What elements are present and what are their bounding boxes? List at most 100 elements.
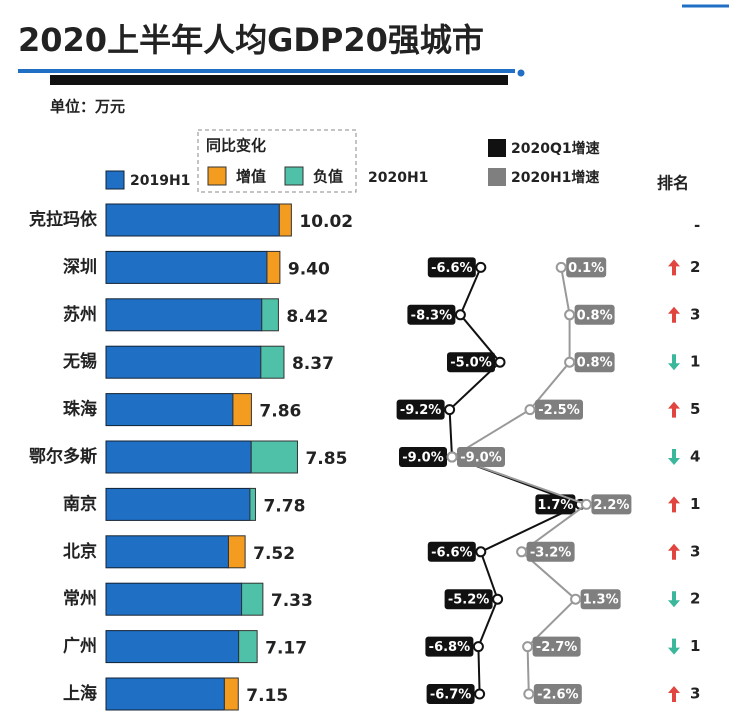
growth-label-box — [427, 541, 476, 562]
rank-label: 5 — [690, 400, 700, 418]
growth-label: 1.7% — [537, 498, 573, 513]
legend-label: 2020H1增速 — [511, 169, 599, 186]
change-bar — [227, 535, 246, 569]
growth-label-box — [427, 257, 476, 278]
rank-label: 2 — [690, 258, 700, 276]
growth-label-box — [407, 304, 456, 325]
growth-point — [555, 261, 567, 273]
growth-label: -2.7% — [536, 640, 577, 655]
growth-point — [523, 688, 535, 700]
growth-label-box — [535, 399, 583, 420]
category-label: 南京 — [63, 493, 97, 514]
growth-label-box — [457, 447, 505, 467]
growth-point — [475, 261, 487, 273]
rank-arrow — [668, 496, 680, 513]
growth-label: 0.8% — [577, 356, 613, 371]
growth-label: -6.8% — [429, 640, 470, 655]
growth-label: 0.1% — [568, 261, 604, 276]
growth-label-box — [574, 304, 615, 325]
growth-label: -6.7% — [430, 688, 471, 703]
legend-swatch — [284, 166, 304, 186]
growth-label: -2.5% — [538, 403, 579, 418]
change-bar — [260, 345, 285, 379]
change-bar — [223, 677, 239, 711]
growth-point — [472, 641, 484, 653]
bar — [105, 250, 268, 284]
bar — [105, 393, 234, 427]
rank-arrow — [668, 259, 680, 276]
category-label: 常州 — [63, 588, 97, 609]
rank-label: 4 — [690, 448, 700, 466]
growth-label: -9.2% — [400, 403, 441, 418]
rank-label: 3 — [690, 685, 700, 703]
rank-arrow — [668, 449, 680, 465]
legend-label: 2020H1 — [368, 170, 428, 186]
value-label: 7.17 — [265, 639, 307, 659]
title-dot — [517, 69, 525, 77]
growth-point — [580, 498, 592, 510]
growth-point — [564, 356, 576, 368]
growth-label: -8.3% — [411, 308, 452, 323]
legend-swatch — [207, 166, 227, 186]
bar — [105, 535, 229, 569]
growth-point — [475, 546, 487, 558]
growth-label: 0.8% — [577, 308, 613, 323]
change-bar — [238, 630, 258, 664]
value-label: 7.15 — [246, 686, 288, 706]
growth-label: 2.2% — [593, 498, 629, 513]
value-label: 7.85 — [305, 449, 347, 469]
growth-label: -3.2% — [530, 545, 571, 560]
rank-label: 3 — [690, 305, 700, 323]
growth-point — [454, 309, 466, 321]
growth-line — [449, 267, 589, 695]
chart-title: 2020上半年人均GDP20强城市 — [18, 21, 484, 59]
legend-swatch — [488, 168, 506, 186]
value-label: 7.52 — [253, 544, 295, 564]
growth-label-box — [533, 684, 582, 704]
change-bar — [278, 203, 292, 237]
legend-label: 2019H1 — [130, 173, 190, 189]
growth-label: -2.6% — [537, 688, 578, 703]
bar — [105, 630, 240, 664]
legend-group-title: 同比变化 — [206, 137, 266, 155]
growth-label: -5.0% — [450, 356, 491, 371]
growth-label: 1.3% — [583, 593, 619, 608]
growth-label-box — [444, 589, 493, 610]
legend-label: 2020Q1增速 — [511, 140, 600, 157]
rank-label: 1 — [690, 637, 700, 655]
growth-point — [474, 688, 486, 700]
legend-label: 增值 — [236, 168, 266, 186]
rank-header: 排名 — [657, 174, 689, 193]
growth-point — [516, 546, 528, 558]
category-label: 鄂尔多斯 — [29, 446, 97, 467]
rank-arrow — [668, 686, 680, 702]
growth-label: -6.6% — [431, 545, 472, 560]
growth-label-box — [526, 541, 575, 562]
category-label: 苏州 — [63, 304, 97, 325]
growth-label: -9.0% — [460, 451, 501, 466]
unit: 单位：万元 — [50, 98, 125, 116]
value-label: 10.02 — [299, 212, 353, 232]
legend-swatch — [488, 139, 506, 157]
growth-point — [492, 593, 504, 605]
legend-label: 负值 — [313, 168, 343, 186]
change-bar — [241, 582, 264, 616]
rank-arrow — [668, 591, 680, 608]
value-label: 7.33 — [271, 591, 313, 611]
bar — [105, 582, 243, 616]
change-bar — [232, 393, 252, 427]
rank-label: 1 — [690, 353, 700, 371]
growth-point — [522, 641, 534, 653]
rank-label: 1 — [690, 495, 700, 513]
rank-label: - — [694, 217, 700, 235]
bar — [105, 440, 252, 474]
category-label: 珠海 — [63, 399, 97, 420]
growth-label: -6.6% — [431, 261, 472, 276]
change-bar — [250, 440, 298, 474]
category-label: 深圳 — [63, 256, 97, 277]
bar — [105, 345, 262, 379]
value-label: 9.40 — [288, 259, 330, 279]
growth-point — [444, 404, 456, 416]
bar — [105, 487, 251, 521]
